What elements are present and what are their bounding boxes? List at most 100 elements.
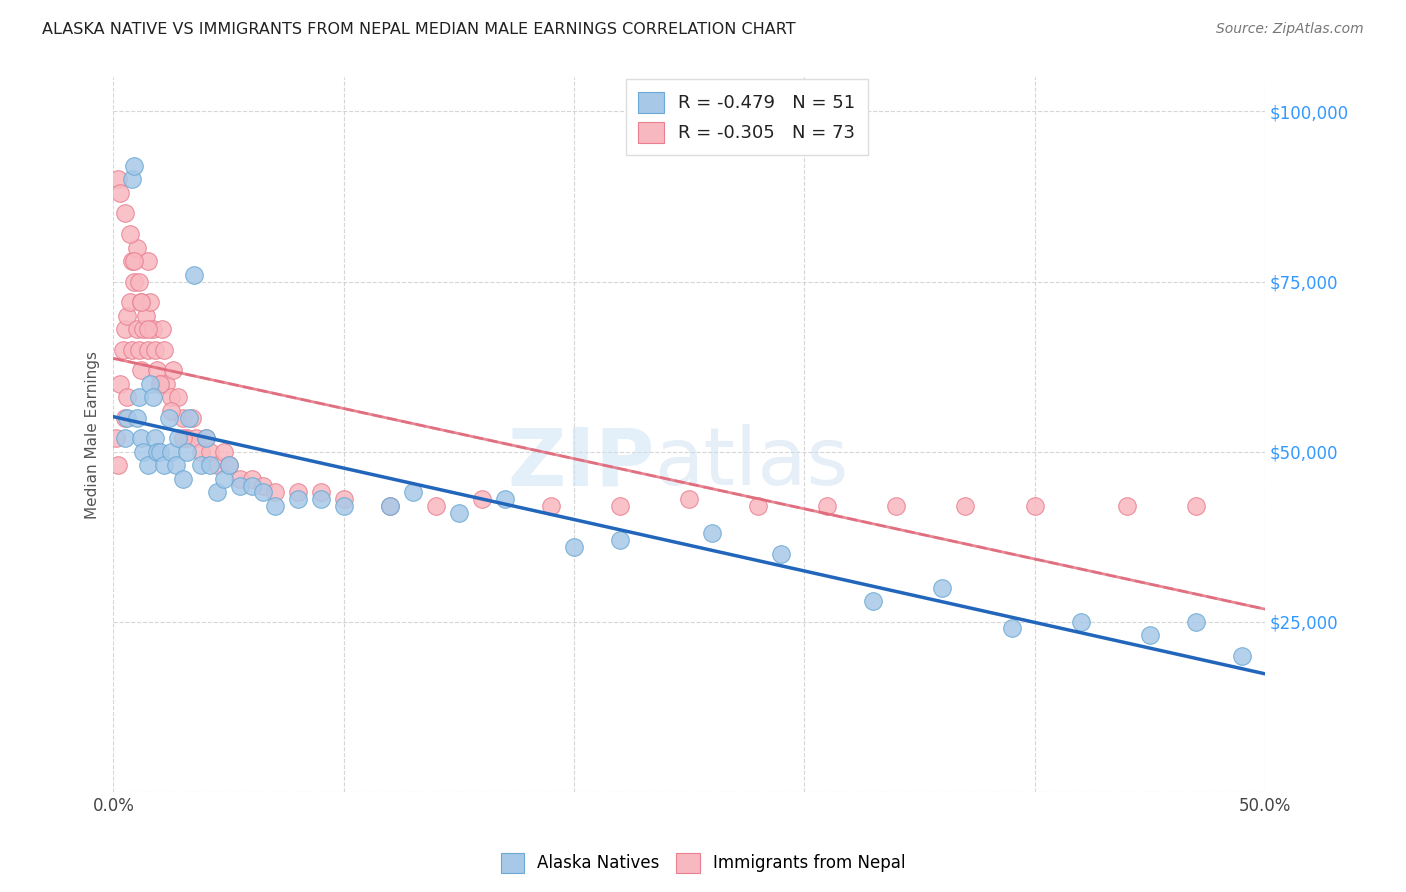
Point xyxy=(332,499,354,513)
Point xyxy=(263,499,285,513)
Point xyxy=(148,444,170,458)
Point xyxy=(132,444,155,458)
Point xyxy=(200,444,222,458)
Point xyxy=(263,485,285,500)
Point xyxy=(378,499,401,513)
Point xyxy=(110,186,132,200)
Point xyxy=(194,431,217,445)
Legend: R = -0.479   N = 51, R = -0.305   N = 73: R = -0.479 N = 51, R = -0.305 N = 73 xyxy=(626,79,868,155)
Point xyxy=(125,410,148,425)
Point xyxy=(471,492,494,507)
Text: Source: ZipAtlas.com: Source: ZipAtlas.com xyxy=(1216,22,1364,37)
Point xyxy=(114,206,136,220)
Point xyxy=(240,478,263,492)
Point xyxy=(142,390,165,404)
Point xyxy=(143,431,166,445)
Point xyxy=(136,254,159,268)
Point xyxy=(1000,622,1022,636)
Text: atlas: atlas xyxy=(655,424,849,502)
Point xyxy=(240,472,263,486)
Point xyxy=(150,322,173,336)
Legend: Alaska Natives, Immigrants from Nepal: Alaska Natives, Immigrants from Nepal xyxy=(494,847,912,880)
Point xyxy=(110,376,132,391)
Point xyxy=(122,275,145,289)
Point xyxy=(747,499,769,513)
Point xyxy=(125,240,148,254)
Point xyxy=(172,472,194,486)
Point xyxy=(179,410,201,425)
Point xyxy=(148,376,170,391)
Point xyxy=(146,444,169,458)
Point xyxy=(167,431,190,445)
Point xyxy=(160,444,183,458)
Point xyxy=(1230,648,1253,663)
Point xyxy=(128,390,150,404)
Point xyxy=(118,227,141,241)
Point xyxy=(142,322,165,336)
Point xyxy=(135,309,157,323)
Point xyxy=(447,506,470,520)
Point xyxy=(114,431,136,445)
Point xyxy=(176,431,198,445)
Y-axis label: Median Male Earnings: Median Male Earnings xyxy=(86,351,100,518)
Point xyxy=(167,390,190,404)
Point xyxy=(190,444,212,458)
Point xyxy=(218,458,240,473)
Point xyxy=(309,492,332,507)
Point xyxy=(332,492,354,507)
Point xyxy=(129,294,152,309)
Point xyxy=(128,343,150,357)
Point xyxy=(678,492,700,507)
Point xyxy=(194,431,217,445)
Point xyxy=(287,492,309,507)
Point xyxy=(176,444,198,458)
Point xyxy=(136,458,159,473)
Point xyxy=(143,343,166,357)
Point xyxy=(125,322,148,336)
Point xyxy=(252,485,274,500)
Point xyxy=(183,268,205,282)
Point xyxy=(212,444,235,458)
Point xyxy=(114,410,136,425)
Text: ZIP: ZIP xyxy=(508,424,655,502)
Point xyxy=(1184,499,1206,513)
Point xyxy=(117,390,139,404)
Point xyxy=(402,485,425,500)
Point xyxy=(132,322,155,336)
Point xyxy=(1139,628,1161,642)
Point xyxy=(122,159,145,173)
Point xyxy=(218,458,240,473)
Point xyxy=(1184,615,1206,629)
Point xyxy=(309,485,332,500)
Point xyxy=(425,499,447,513)
Point xyxy=(153,343,176,357)
Point xyxy=(162,363,184,377)
Point xyxy=(107,458,129,473)
Point xyxy=(118,294,141,309)
Point xyxy=(180,410,202,425)
Point xyxy=(160,403,183,417)
Point xyxy=(862,594,884,608)
Point xyxy=(117,309,139,323)
Point xyxy=(609,499,631,513)
Point xyxy=(770,547,793,561)
Point xyxy=(129,363,152,377)
Point xyxy=(190,458,212,473)
Point xyxy=(702,526,724,541)
Point xyxy=(121,254,143,268)
Point xyxy=(107,172,129,186)
Point xyxy=(886,499,908,513)
Point xyxy=(609,533,631,547)
Point xyxy=(157,410,180,425)
Point xyxy=(1024,499,1046,513)
Point xyxy=(186,431,208,445)
Point xyxy=(229,478,252,492)
Point xyxy=(212,472,235,486)
Point xyxy=(815,499,838,513)
Point xyxy=(229,472,252,486)
Point xyxy=(117,410,139,425)
Point xyxy=(540,499,562,513)
Point xyxy=(121,343,143,357)
Point xyxy=(129,431,152,445)
Point xyxy=(128,275,150,289)
